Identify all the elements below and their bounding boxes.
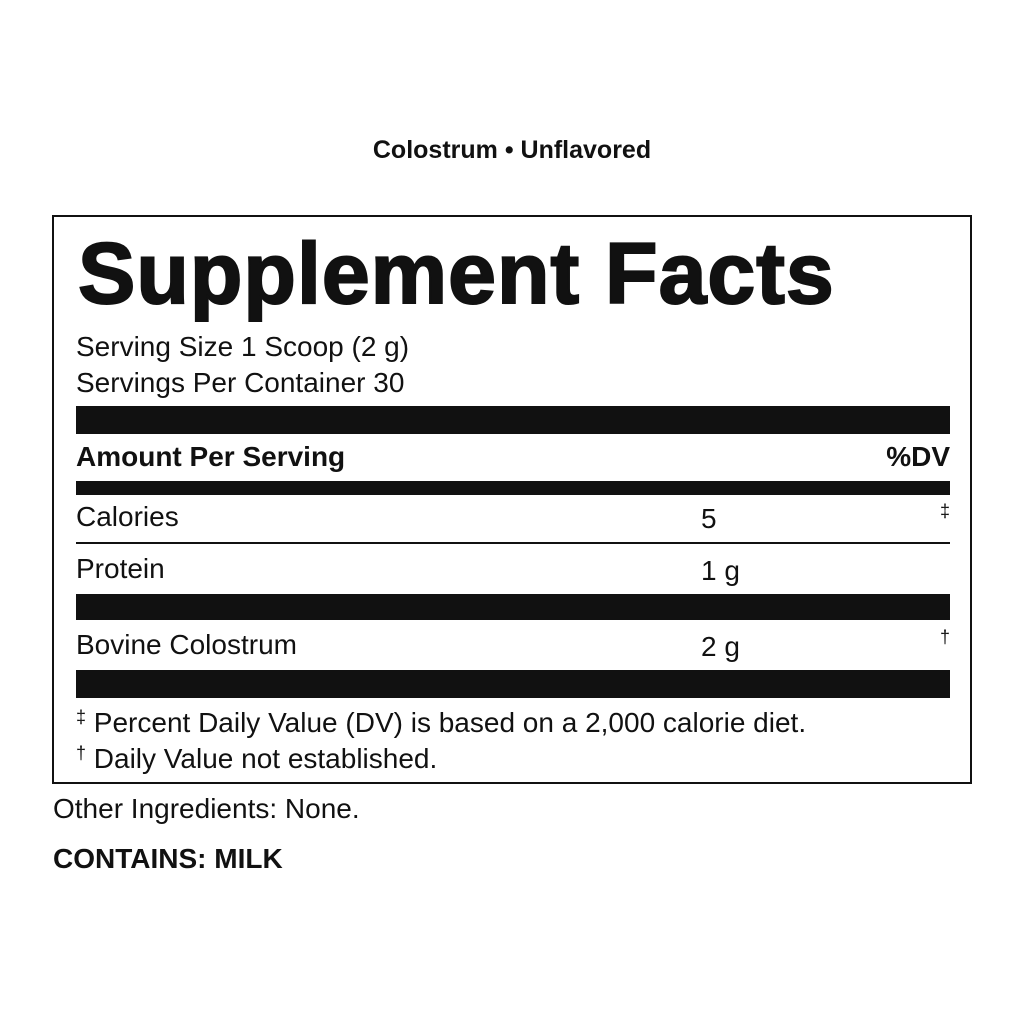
thick-divider bbox=[76, 670, 950, 698]
nutrient-name: Calories bbox=[76, 501, 179, 532]
dv-header: %DV bbox=[886, 441, 950, 472]
amount-per-serving-header: Amount Per Serving bbox=[76, 441, 346, 472]
nutrient-amount: 5 bbox=[701, 503, 717, 534]
row-divider bbox=[76, 542, 950, 544]
footnote-dv-not-established: † Daily Value not established. bbox=[76, 743, 438, 774]
product-subtitle: Colostrum • Unflavored bbox=[372, 136, 652, 164]
footnote-calorie-diet: ‡ Percent Daily Value (DV) is based on a… bbox=[76, 707, 807, 738]
nutrient-amount: 1 g bbox=[701, 555, 740, 586]
ingredient-dv: † bbox=[939, 627, 950, 647]
nutrient-dv: ‡ bbox=[939, 501, 950, 521]
serving-size: Serving Size 1 Scoop (2 g) bbox=[76, 331, 410, 362]
allergen-statement: CONTAINS: MILK bbox=[53, 843, 283, 874]
medium-divider bbox=[76, 481, 950, 495]
other-ingredients: Other Ingredients: None. bbox=[53, 793, 360, 824]
thick-divider bbox=[76, 406, 950, 434]
nutrient-name: Protein bbox=[76, 553, 165, 584]
panel-title: Supplement Facts bbox=[77, 225, 835, 323]
thick-divider bbox=[76, 594, 950, 620]
ingredient-name: Bovine Colostrum bbox=[76, 629, 297, 660]
ingredient-amount: 2 g bbox=[701, 631, 740, 662]
servings-per-container: Servings Per Container 30 bbox=[76, 367, 405, 398]
supplement-facts-panel: Supplement Facts Serving Size 1 Scoop (2… bbox=[52, 215, 972, 784]
